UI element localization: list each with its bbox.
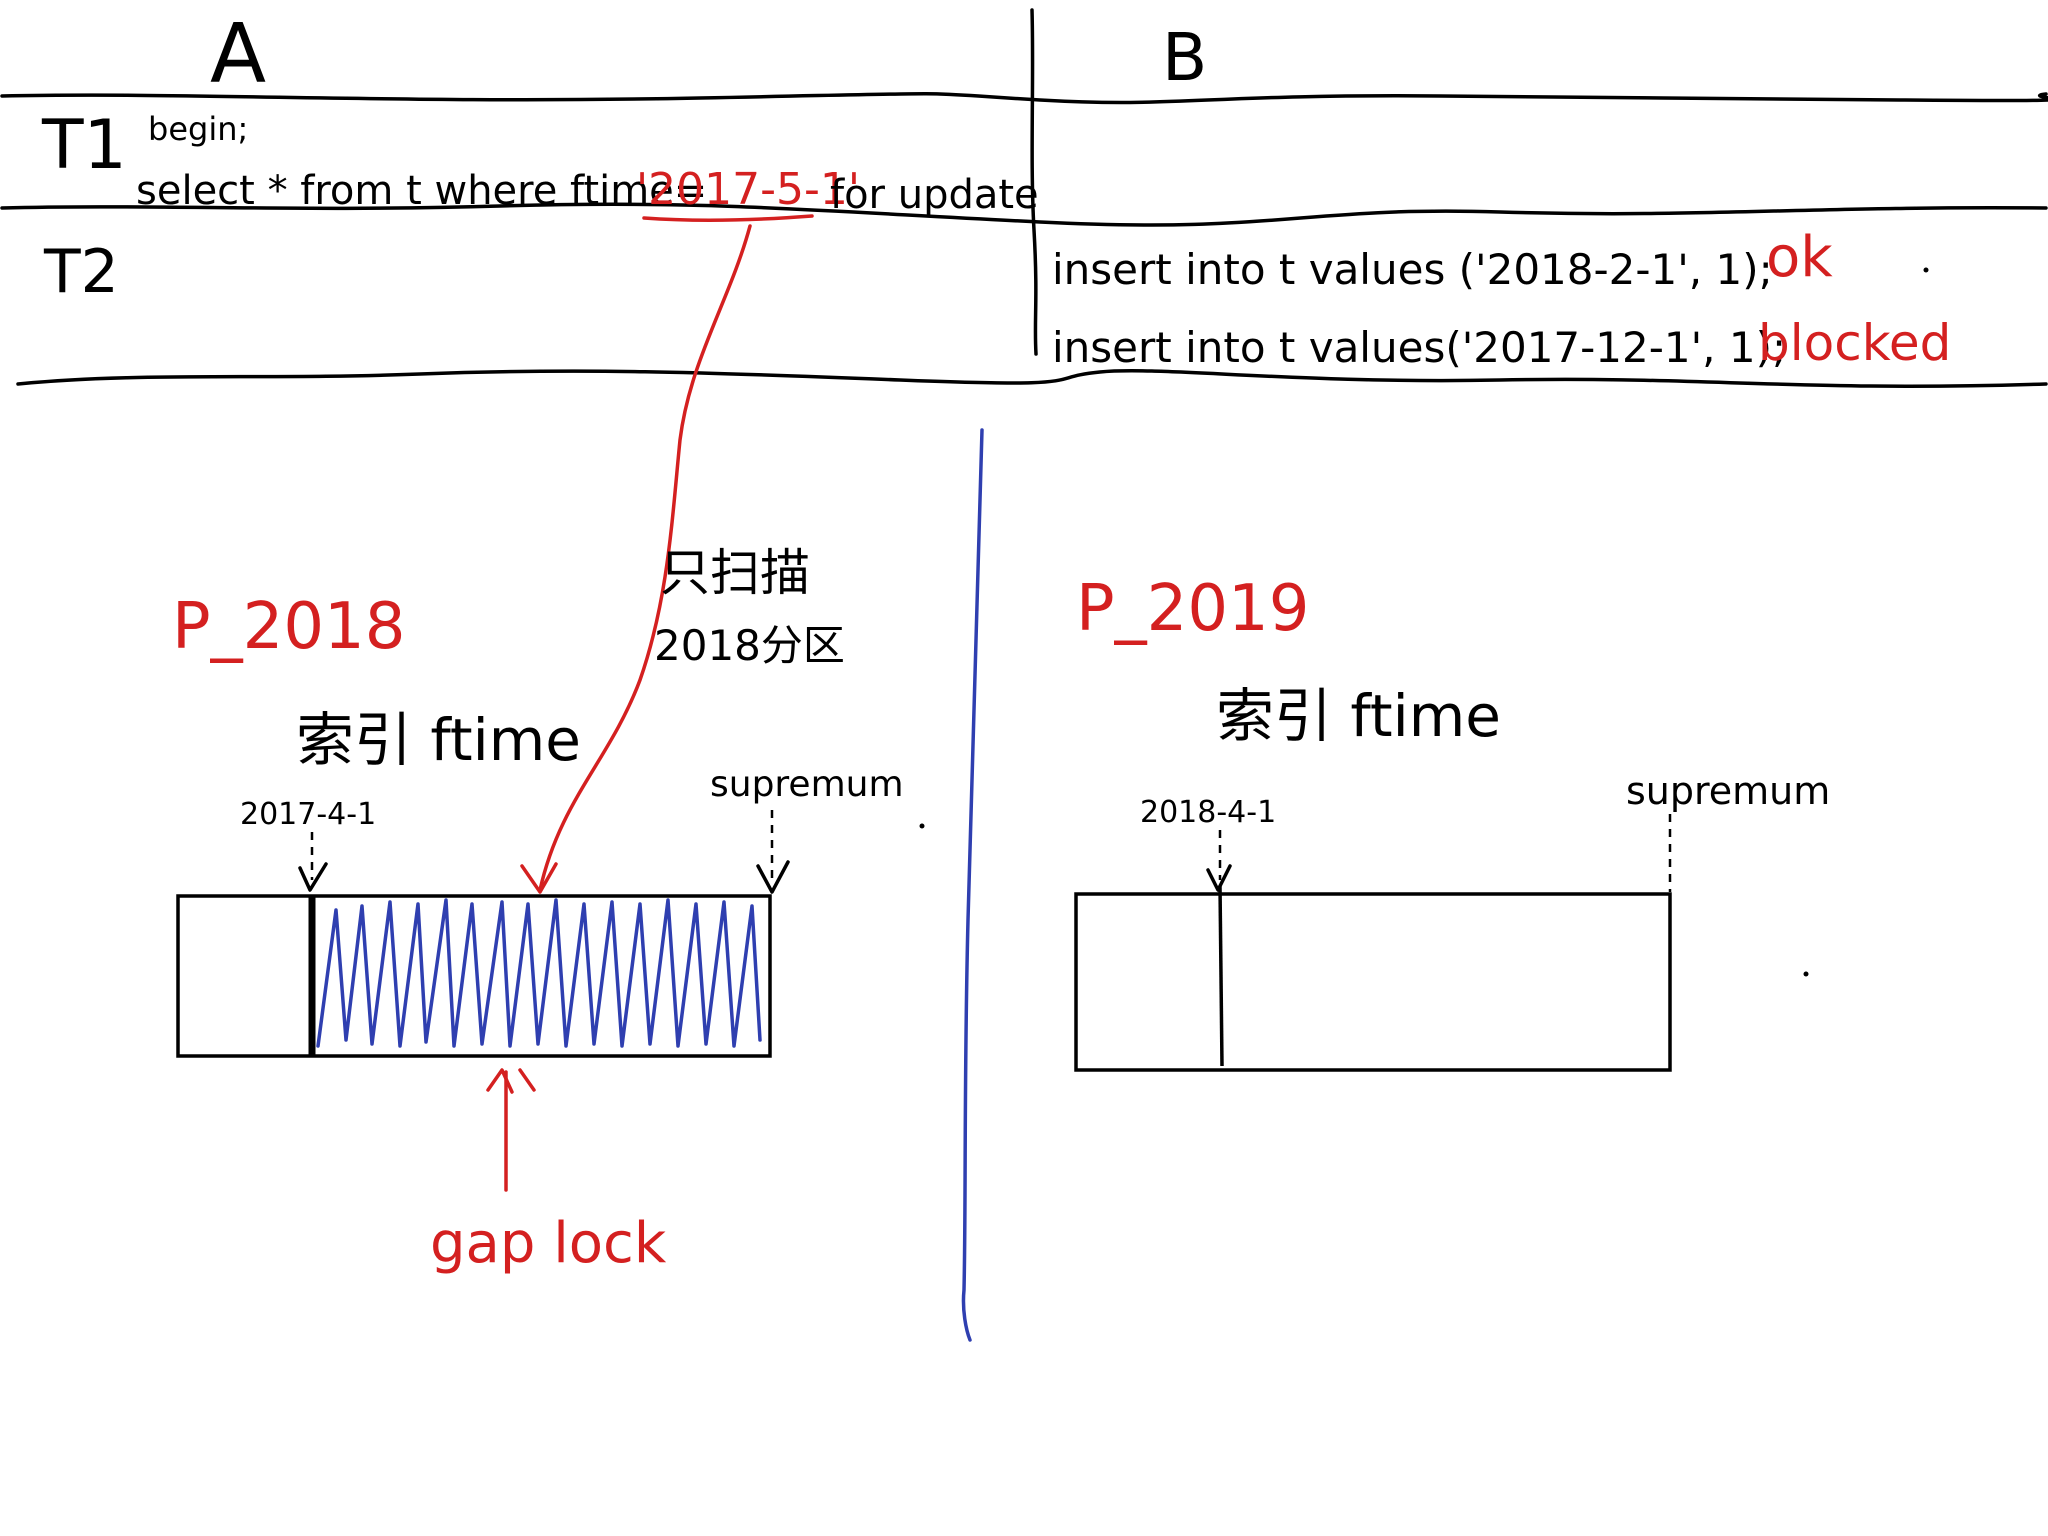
partition-p2019-right-key: supremum — [1626, 769, 1830, 813]
column-a-header: A — [210, 7, 266, 102]
p2019-left-key-arrowhead — [1206, 864, 1232, 892]
p2018-left-key-arrowhead — [298, 862, 328, 892]
stray-dot-2 — [919, 823, 925, 829]
t2-insert-1: insert into t values ('2018-2-1', 1); — [1052, 245, 1773, 294]
p2019-key-divider — [1218, 885, 1224, 1067]
scan-arrow-head — [520, 862, 558, 894]
partition-p2018-index-label: 索引 ftime — [296, 706, 581, 774]
p2019-index-box — [1074, 892, 1672, 1072]
partition-p2019-left-key: 2018-4-1 — [1140, 795, 1276, 830]
partition-p2018-name: P_2018 — [172, 590, 405, 664]
partition-p2019: P_2019 索引 ftime 2018-4-1 supremum — [1074, 572, 1830, 1072]
t2-insert-1-result: ok — [1766, 225, 1833, 290]
t1-begin-statement: begin; — [148, 110, 248, 148]
partition-separator — [961, 428, 984, 1342]
table-bottom-line — [16, 369, 2048, 389]
gap-lock-arrow-tick — [518, 1068, 536, 1092]
scan-arrow — [538, 224, 752, 892]
partition-p2018-left-key: 2017-4-1 — [240, 797, 376, 832]
p2018-gap-lock-hatching — [316, 898, 762, 1048]
t2-insert-2: insert into t values('2017-12-1', 1); — [1052, 323, 1786, 372]
t2-insert-2-result: blocked — [1758, 314, 1951, 372]
p2018-right-key-arrowhead — [756, 860, 790, 894]
t1-query-prefix: select * from t where ftime= — [136, 168, 707, 214]
partition-p2018-right-key: supremum — [710, 764, 904, 805]
column-b-header: B — [1162, 19, 1207, 96]
partition-p2018: P_2018 索引 ftime 2017-4-1 supremum gap lo… — [172, 590, 904, 1276]
stray-dot-3 — [1803, 971, 1809, 977]
t1-query-value: '2017-5-1' — [636, 164, 860, 215]
row-t1-label: T1 — [41, 106, 127, 185]
table-column-divider — [1030, 8, 1038, 356]
gap-lock-arrow-head — [486, 1068, 514, 1094]
stray-dot-1 — [1923, 267, 1929, 273]
row-t2-label: T2 — [43, 237, 119, 307]
p2018-index-box — [176, 894, 772, 1058]
transaction-table — [0, 8, 2048, 389]
scan-note-line-1: 只扫描 — [660, 544, 810, 602]
partition-p2019-index-label: 索引 ftime — [1216, 682, 1501, 750]
gap-lock-label: gap lock — [430, 1211, 667, 1276]
scan-note-line-2: 2018分区 — [654, 621, 845, 670]
table-mid-line — [0, 202, 2048, 227]
table-top-line — [0, 91, 2048, 105]
t1-query-suffix: for update — [830, 172, 1039, 218]
partition-p2019-name: P_2019 — [1076, 572, 1309, 646]
t1-value-underline — [642, 214, 814, 222]
